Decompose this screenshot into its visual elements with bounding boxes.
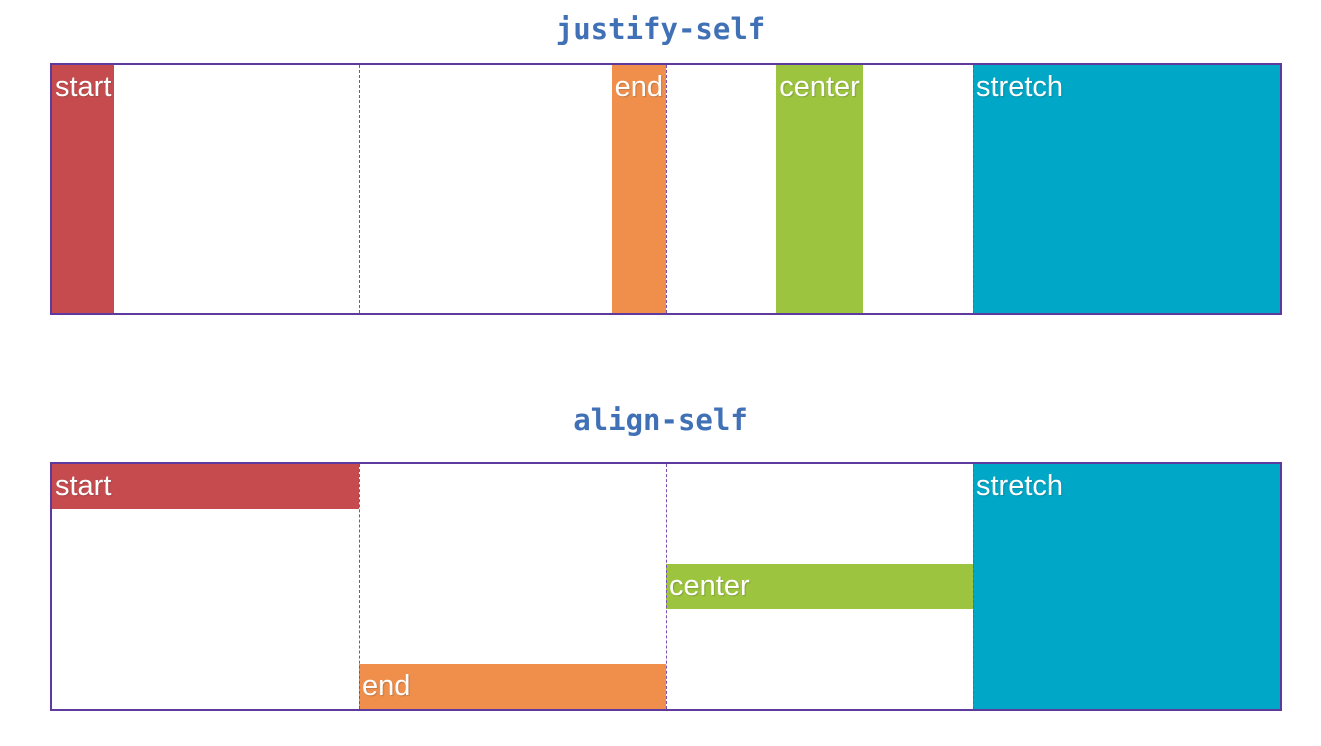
grid-item-align-start: start	[52, 464, 359, 509]
justify-self-title: justify-self	[555, 12, 766, 46]
grid-item-justify-end: end	[611, 65, 666, 313]
align-self-grid-container: start end center stretch	[50, 462, 1282, 711]
grid-item-align-end: end	[359, 664, 666, 709]
grid-column-line	[359, 65, 360, 313]
justify-self-grid-container: start end center stretch	[50, 63, 1282, 315]
grid-item-justify-center: center	[776, 65, 863, 313]
grid-column-line	[666, 65, 667, 313]
grid-item-justify-stretch: stretch	[973, 65, 1280, 313]
grid-item-justify-start: start	[52, 65, 115, 313]
grid-item-align-stretch: stretch	[973, 464, 1280, 709]
grid-item-align-center: center	[666, 564, 973, 609]
align-self-title: align-self	[573, 403, 748, 437]
